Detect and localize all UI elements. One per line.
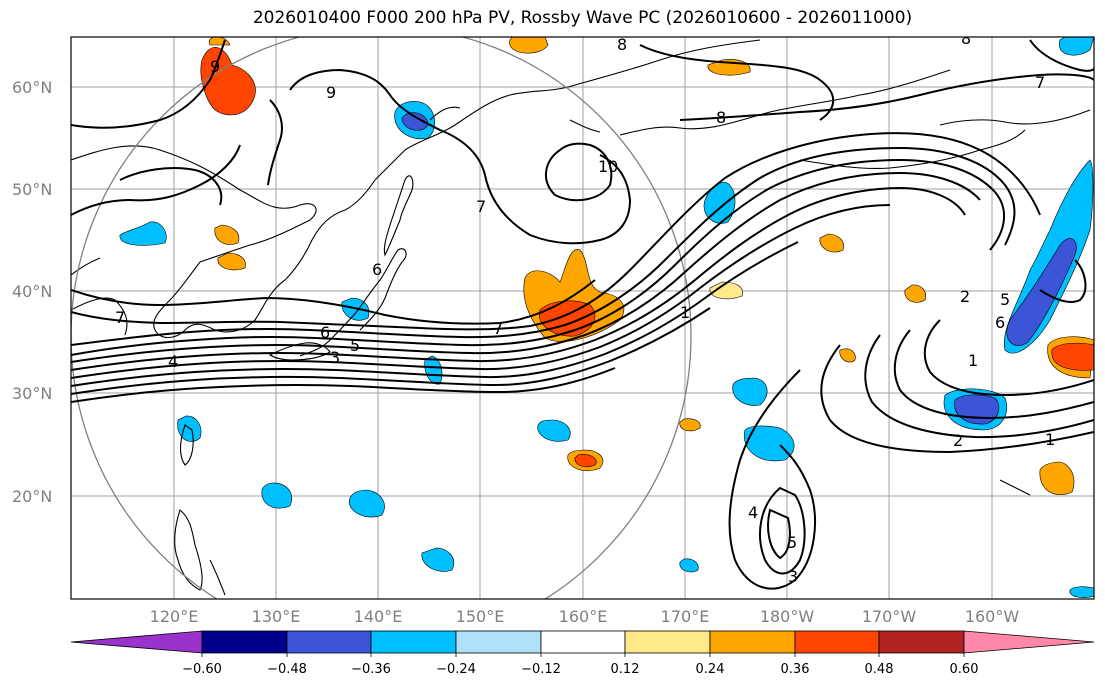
contour-label: 4 <box>168 352 178 371</box>
lon-label: 120°E <box>150 607 199 626</box>
colorbar-labels: −0.60 −0.48 −0.36 −0.24 −0.12 0.12 0.24 … <box>182 662 978 677</box>
colorbar-segment <box>455 630 542 654</box>
colorbar-segment <box>878 630 965 654</box>
colorbar-segment <box>540 630 626 654</box>
colorbar-segment <box>286 630 372 654</box>
analysis-circle <box>71 37 692 599</box>
lat-label: 30°N <box>12 384 52 403</box>
colorbar-label: 0.12 <box>611 662 640 677</box>
contour-label: 7 <box>115 308 125 327</box>
colorbar-label: −0.12 <box>521 662 561 677</box>
lon-label: 170°E <box>661 607 710 626</box>
contour-label: 7 <box>1035 73 1045 92</box>
lon-label: 140°E <box>354 607 403 626</box>
contour-label: 9 <box>210 57 220 76</box>
lon-label: 160°E <box>559 607 608 626</box>
colorbar-ticks <box>201 653 965 657</box>
contour-label: 6 <box>320 323 330 342</box>
contour-label: 1 <box>680 303 690 322</box>
colorbar <box>70 630 1095 654</box>
contour-label: 1 <box>1045 430 1055 449</box>
contour-label: 10 <box>598 157 618 176</box>
contour-label: 8 <box>716 108 726 127</box>
lat-label: 50°N <box>12 180 52 199</box>
colorbar-label: −0.36 <box>351 662 391 677</box>
lon-label: 150°E <box>456 607 505 626</box>
lat-label: 40°N <box>12 282 52 301</box>
colorbar-label: 0.24 <box>696 662 725 677</box>
coastlines <box>71 39 1091 596</box>
lat-label: 20°N <box>12 487 52 506</box>
contour-label: 3 <box>788 567 798 586</box>
contour-label: 6 <box>995 313 1005 332</box>
latitude-labels: 60°N 50°N 40°N 30°N 20°N <box>12 78 52 506</box>
lon-label: 170°W <box>862 607 917 626</box>
colorbar-segment <box>201 630 288 654</box>
contour-label: 3 <box>330 348 340 367</box>
colorbar-segment <box>709 630 796 654</box>
contour-label: 4 <box>748 503 758 522</box>
contour-label: 1 <box>968 351 978 370</box>
pv-contours <box>71 39 1094 590</box>
lon-label: 130°E <box>252 607 301 626</box>
contour-label: 2 <box>953 431 963 450</box>
contour-label: 7 <box>493 319 503 338</box>
contour-label: 6 <box>372 260 382 279</box>
lat-label: 60°N <box>12 78 52 97</box>
contour-label: 5 <box>787 533 797 552</box>
contour-label: 2 <box>960 287 970 306</box>
contour-label: 5 <box>350 336 360 355</box>
colorbar-segment <box>70 630 203 654</box>
contour-label: 8 <box>617 35 627 54</box>
contour-label: 7 <box>476 197 486 216</box>
colorbar-label: 0.60 <box>950 662 979 677</box>
colorbar-label: −0.60 <box>182 662 222 677</box>
colorbar-segment <box>794 630 880 654</box>
map-title: 2026010400 F000 200 hPa PV, Rossby Wave … <box>252 8 913 28</box>
colorbar-segment <box>624 630 711 654</box>
colorbar-label: 0.36 <box>781 662 810 677</box>
lon-label: 160°W <box>965 607 1020 626</box>
colorbar-label: 0.48 <box>865 662 894 677</box>
contour-labels: 9 8 7 9 10 8 7 6 5 4 3 7 1 2 1 2 6 5 1 3… <box>115 29 1055 586</box>
lon-label: 180°W <box>760 607 815 626</box>
map-border <box>70 36 1095 600</box>
longitude-labels: 120°E 130°E 140°E 150°E 160°E 170°E 180°… <box>150 607 1020 626</box>
contour-label: 5 <box>1000 290 1010 309</box>
contour-label: 9 <box>326 83 336 102</box>
colorbar-segment <box>963 630 1095 654</box>
colorbar-label: −0.48 <box>267 662 307 677</box>
colorbar-label: −0.24 <box>436 662 476 677</box>
colorbar-segment <box>370 630 457 654</box>
contour-label: 8 <box>961 29 971 48</box>
